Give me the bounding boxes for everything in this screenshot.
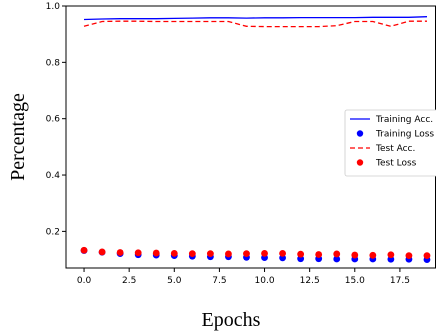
series-point-3: [243, 250, 250, 258]
series-point-3: [80, 246, 88, 254]
x-tick-label: 17.5: [390, 276, 410, 286]
series-point-3: [423, 252, 431, 260]
legend-marker-swatch: [356, 130, 364, 137]
x-tick-label: 2.5: [122, 276, 136, 286]
y-tick-label: 0.8: [46, 58, 61, 68]
series-point-3: [351, 251, 359, 259]
series-point-3: [369, 251, 377, 259]
series-point-3: [134, 249, 142, 257]
x-axis: 0.0 2.5 5.0 7.5 10.0 12.5 15.0 17.5: [77, 268, 410, 286]
x-tick-label: 5.0: [167, 276, 182, 286]
legend-label: Training Acc.: [375, 115, 433, 125]
legend-marker-swatch: [356, 159, 364, 166]
legend: Training Acc. Training Loss Test Acc. Test …: [344, 109, 436, 177]
y-tick-label: 0.6: [46, 115, 61, 125]
series-point-3: [315, 251, 323, 258]
x-axis-title: Epochs: [202, 309, 261, 331]
x-tick-label: 0.0: [77, 276, 92, 286]
x-tick-label: 15.0: [345, 276, 365, 286]
x-tick-label: 7.5: [212, 276, 226, 286]
y-axis-title: Percentage: [7, 93, 29, 181]
series-layer: [80, 16, 431, 263]
y-axis: 0.2 0.4 0.6 0.8 1.0: [46, 2, 66, 237]
series-point-3: [98, 248, 106, 256]
series-point-3: [188, 250, 196, 258]
series-point-3: [333, 250, 341, 258]
series-line-0: [83, 16, 428, 21]
y-tick-label: 0.4: [46, 171, 61, 181]
series-point-3: [206, 250, 214, 258]
series-point-1: [333, 255, 341, 263]
x-tick-label: 10.0: [255, 276, 275, 286]
series-point-3: [152, 249, 160, 257]
series-point-3: [170, 249, 178, 257]
legend-label: Test Acc.: [375, 144, 415, 154]
series-point-3: [387, 251, 395, 259]
x-tick-label: 12.5: [300, 276, 320, 286]
series-point-3: [279, 249, 286, 257]
series-point-3: [261, 249, 268, 257]
series-point-3: [225, 250, 232, 258]
y-tick-label: 1.0: [46, 2, 61, 12]
series-point-3: [405, 252, 413, 260]
series-point-3: [297, 250, 305, 258]
legend-box: [344, 109, 436, 177]
y-tick-label: 0.2: [46, 227, 60, 237]
series-line-2: [83, 20, 427, 28]
legend-label: Training Loss: [375, 130, 434, 140]
legend-label: Test Loss: [375, 159, 417, 169]
series-point-3: [116, 249, 124, 256]
